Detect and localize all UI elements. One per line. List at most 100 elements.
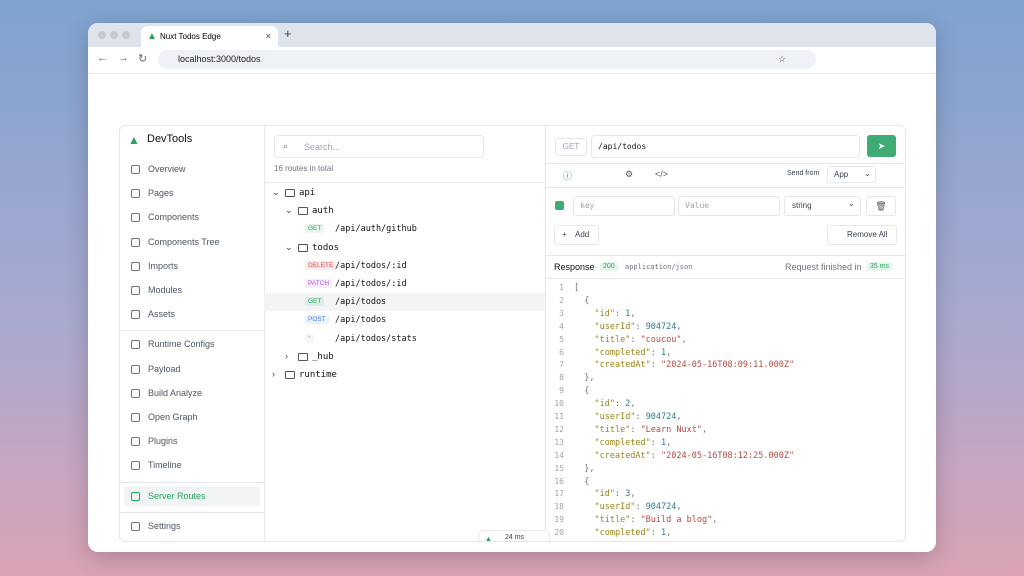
nav-item[interactable]: Timeline (124, 455, 260, 475)
code-line: "userId": 904724, (594, 502, 682, 513)
line-number: 8 (559, 373, 564, 383)
line-number: 3 (559, 308, 564, 318)
code-line: "userId": 904724, (594, 412, 682, 422)
folder-icon (285, 189, 295, 197)
route-row[interactable]: › runtime (264, 366, 545, 384)
route-row[interactable]: * /api/todos/stats (264, 330, 545, 348)
delete-button[interactable]: 🗑 (866, 196, 896, 216)
floating-bar[interactable]: ▲ 24 ms (478, 530, 550, 541)
folder-name: _hub (312, 351, 334, 362)
route-row[interactable]: ⌄ auth (264, 202, 545, 220)
route-row[interactable]: POST/api/todos (264, 311, 545, 329)
route-row[interactable]: GET/api/todos (264, 293, 545, 312)
add-button[interactable]: + Add (554, 225, 599, 245)
nav-item[interactable]: Assets (124, 304, 260, 324)
chevron: ⌄ (285, 241, 293, 252)
route-row[interactable]: › _hub (264, 348, 545, 366)
tab-close[interactable]: ✕ (265, 32, 272, 41)
add-label: + (562, 230, 567, 239)
code-line: "title": "Build a blog", (594, 515, 718, 526)
search-placeholder: Search... (304, 142, 341, 152)
type-select[interactable]: string ⌄ (784, 196, 861, 216)
code-line: }, (574, 373, 595, 384)
routes-panel: ⌕ Search... 16 routes in total ⌄ api ⌄ auth… (264, 126, 546, 541)
nav-icon (131, 261, 140, 271)
finished-label: Request finished in (785, 262, 862, 272)
nav-icon (131, 388, 140, 398)
nav-item[interactable]: Build Analyze (124, 383, 260, 403)
nav-item[interactable]: Imports (124, 256, 260, 276)
response-label: Response (554, 262, 595, 272)
route-row[interactable]: ⌄ api (264, 184, 545, 202)
star[interactable]: ☆ (778, 54, 787, 64)
route-path: /api/todos/:id (335, 260, 407, 271)
send-button[interactable]: ➤ (867, 135, 896, 157)
path-input[interactable]: /api/todos (591, 135, 860, 158)
nav-item[interactable]: Payload (124, 359, 260, 379)
window-control[interactable] (122, 31, 130, 39)
nav-item[interactable]: Modules (124, 280, 260, 300)
nav-icon (131, 521, 140, 531)
content-type: application/json (625, 263, 693, 271)
nav-item[interactable]: Pages (124, 183, 260, 203)
route-path: /api/auth/github (335, 224, 417, 235)
key-input[interactable]: key (573, 196, 675, 216)
line-number: 1 (559, 283, 564, 292)
send-from-select[interactable]: App ⌄ (827, 166, 876, 183)
nav-icon (131, 213, 140, 223)
tab[interactable]: ▲ Nuxt Todos Edge ✕ (141, 26, 278, 47)
line-number: 5 (559, 334, 564, 344)
method-badge: POST (305, 315, 329, 325)
line-number: 10 (554, 399, 564, 409)
url-bar[interactable]: localhost:3000/todos ☆ (158, 50, 816, 69)
nav-item[interactable]: Settings (124, 516, 260, 536)
nav-item[interactable]: Server Routes (124, 485, 260, 506)
value-placeholder: Value (685, 201, 710, 210)
remove-all-button[interactable]: Remove All (827, 225, 897, 245)
code-line: "id": 2, (594, 399, 636, 410)
nav-item[interactable]: Components (124, 207, 260, 227)
divider (545, 278, 905, 279)
new-tab[interactable]: + (284, 26, 292, 41)
code-line: }, (574, 463, 595, 474)
chevron: ⌄ (285, 205, 293, 216)
divider (545, 163, 905, 164)
route-row[interactable]: PATCH/api/todos/:id (264, 275, 545, 293)
search-box[interactable]: ⌕ Search... (274, 135, 484, 158)
nav-label: Imports (148, 260, 179, 271)
add: Add (575, 230, 590, 239)
method-badge: DELETE (305, 260, 337, 270)
nav-item[interactable]: Plugins (124, 431, 260, 451)
nav-icon (131, 340, 140, 350)
folder-icon (298, 207, 308, 216)
devtools: ▲ DevTools Overview Pages Components Compon… (119, 125, 906, 542)
nav-item[interactable]: Runtime Configs (124, 334, 260, 354)
nav-item[interactable]: Overview (124, 159, 260, 179)
tab-icon[interactable]: ⓘ (563, 171, 573, 181)
window-control[interactable] (98, 31, 106, 39)
nav-icon (131, 461, 140, 471)
sidebar: ▲ DevTools Overview Pages Components Compon… (120, 126, 265, 541)
tab-icon[interactable]: ⚙ (625, 169, 634, 179)
route-row[interactable]: ⌄ todos (264, 239, 545, 257)
method[interactable]: GET (555, 138, 587, 156)
nav-item[interactable]: Open Graph (124, 407, 260, 427)
nav-item[interactable]: Components Tree (124, 232, 260, 252)
tab-icon[interactable]: </> (655, 169, 669, 179)
route-path: /api/todos/stats (335, 333, 417, 344)
method-badge: GET (305, 224, 325, 234)
route-row[interactable]: GET/api/auth/github (264, 220, 545, 238)
window-control[interactable] (110, 31, 118, 39)
route-row[interactable]: DELETE/api/todos/:id (264, 257, 545, 275)
nav-icon (131, 491, 140, 501)
nav-icon (131, 286, 140, 295)
checkbox[interactable] (555, 201, 564, 210)
value-input[interactable]: Value (678, 196, 780, 216)
reload[interactable]: ↻ (138, 53, 148, 65)
forward[interactable]: → (118, 52, 129, 64)
back[interactable]: ← (97, 52, 108, 64)
chevron: › (285, 350, 288, 361)
line-number: 20 (554, 528, 564, 538)
logo: ▲ (128, 133, 140, 147)
